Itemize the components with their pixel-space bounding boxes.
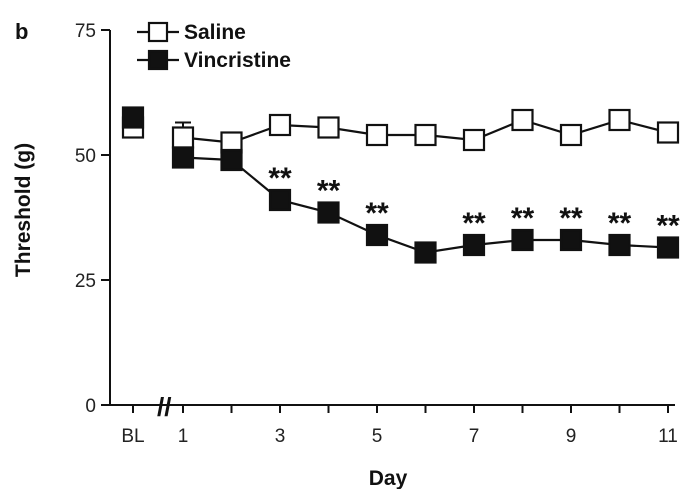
x-tick-label: 3 bbox=[275, 426, 286, 447]
series-line bbox=[182, 156, 669, 254]
legend-item-vincristine: Vincristine bbox=[137, 49, 291, 72]
data-point-open-square bbox=[511, 108, 534, 132]
x-tick-label: 1 bbox=[178, 426, 189, 447]
significance-mark: ** bbox=[656, 210, 680, 243]
x-tick-label: 5 bbox=[372, 426, 383, 447]
data-point-filled-square bbox=[511, 228, 534, 252]
series-saline bbox=[121, 108, 680, 154]
significance-mark: ** bbox=[365, 197, 389, 230]
data-point-filled-square bbox=[559, 228, 583, 252]
series-group bbox=[121, 106, 680, 264]
data-point-filled-square bbox=[414, 241, 437, 264]
x-tick-label: BL bbox=[121, 426, 144, 447]
y-tick-label: 75 bbox=[75, 21, 96, 42]
significance-mark: ** bbox=[559, 202, 583, 235]
significance-mark: ** bbox=[511, 202, 535, 235]
significance-mark: ** bbox=[268, 162, 292, 195]
data-point-filled-square bbox=[220, 148, 243, 172]
x-tick-label: 7 bbox=[469, 426, 480, 447]
axes: // bbox=[109, 30, 675, 422]
data-point-filled-square bbox=[656, 236, 680, 259]
x-tick-label: 11 bbox=[658, 426, 678, 447]
data-point-open-square bbox=[268, 113, 292, 137]
x-tick-label: 9 bbox=[566, 426, 577, 447]
significance-mark: ** bbox=[317, 175, 341, 208]
series-vincristine bbox=[121, 106, 680, 264]
data-point-open-square bbox=[656, 121, 680, 144]
legend-label: Vincristine bbox=[184, 49, 291, 72]
data-point-filled-square bbox=[462, 233, 486, 257]
y-ticks: 0 25 50 75 bbox=[75, 21, 110, 417]
data-point-filled-square bbox=[365, 223, 389, 247]
legend: Saline Vincristine bbox=[137, 21, 291, 72]
y-tick-label: 25 bbox=[75, 271, 96, 292]
x-ticks: BL 1 3 5 7 9 11 bbox=[121, 405, 678, 447]
axis-break-symbol: // bbox=[157, 392, 171, 422]
data-point-filled-square bbox=[317, 201, 340, 224]
y-tick-label: 50 bbox=[75, 146, 96, 167]
significance-mark: ** bbox=[462, 207, 486, 240]
y-tick-label: 0 bbox=[85, 396, 96, 417]
y-axis-title: Threshold (g) bbox=[12, 143, 35, 277]
data-point-open-square bbox=[414, 123, 437, 147]
legend-item-saline: Saline bbox=[137, 21, 246, 44]
data-point-filled-square bbox=[171, 146, 195, 169]
x-axis-title: Day bbox=[369, 467, 408, 489]
data-point-open-square bbox=[559, 123, 583, 147]
data-point-filled-square bbox=[268, 188, 292, 212]
data-point-open-square bbox=[608, 108, 631, 132]
legend-marker bbox=[147, 49, 169, 71]
panel-label: b bbox=[15, 19, 28, 44]
significance-mark: ** bbox=[608, 207, 632, 240]
data-point-filled-square bbox=[121, 106, 145, 129]
legend-label: Saline bbox=[184, 21, 246, 44]
significance-marks: ****************** bbox=[268, 162, 680, 243]
legend-marker bbox=[147, 21, 169, 43]
data-point-open-square bbox=[317, 116, 340, 139]
data-point-filled-square bbox=[608, 233, 631, 257]
data-point-open-square bbox=[365, 123, 389, 147]
data-point-open-square bbox=[171, 126, 195, 149]
data-point-open-square bbox=[462, 128, 486, 152]
